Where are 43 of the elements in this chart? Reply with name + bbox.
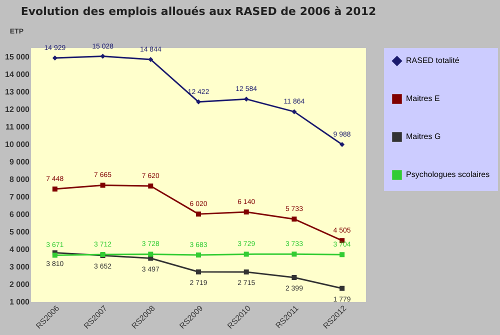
point <box>292 252 297 257</box>
y-tick-label: 13 000 <box>5 87 30 96</box>
point <box>292 274 297 280</box>
y-tick-label: 7 000 <box>9 192 30 202</box>
point <box>100 54 106 59</box>
y-tick-label: 12 000 <box>5 104 30 114</box>
y-tick-label: 14 000 <box>5 70 30 79</box>
legend-label: Maitres G <box>406 132 441 141</box>
point <box>148 184 154 189</box>
point <box>340 142 345 148</box>
point <box>52 186 58 192</box>
point <box>292 216 297 222</box>
y-tick-label: 10 000 <box>5 140 30 149</box>
point <box>196 252 201 258</box>
y-tick-label: 6 000 <box>9 210 30 219</box>
legend-label: RASED totalité <box>406 56 460 65</box>
y-tick-label: 15 000 <box>5 52 30 62</box>
point <box>244 252 249 257</box>
y-tick-label: 8 000 <box>9 174 30 184</box>
point <box>196 269 201 274</box>
chart-title: Evolution des emplois alloués aux RASED de 2006 à 2012 <box>20 5 376 18</box>
y-tick-label: 5 000 <box>9 227 30 236</box>
legend-label: Maitres E <box>406 94 440 103</box>
point <box>244 209 249 214</box>
point <box>292 109 297 114</box>
y-tick-label: 4 000 <box>9 244 30 254</box>
point <box>196 99 201 104</box>
y-tick-label: 11 000 <box>5 122 30 132</box>
point <box>244 269 249 274</box>
point <box>196 212 201 217</box>
point <box>100 182 106 188</box>
point <box>52 56 58 60</box>
point <box>340 252 345 258</box>
y-tick-label: 1 000 <box>9 298 30 306</box>
legend-label: Psychologues scolaires <box>406 170 490 179</box>
point <box>52 252 58 258</box>
y-tick-label: 3 000 <box>9 262 30 272</box>
point <box>148 252 154 257</box>
point <box>148 256 154 261</box>
y-tick-label: 2 000 <box>9 280 30 289</box>
point <box>148 56 154 62</box>
point <box>340 286 345 291</box>
y-tick-label: 9 000 <box>9 157 30 166</box>
